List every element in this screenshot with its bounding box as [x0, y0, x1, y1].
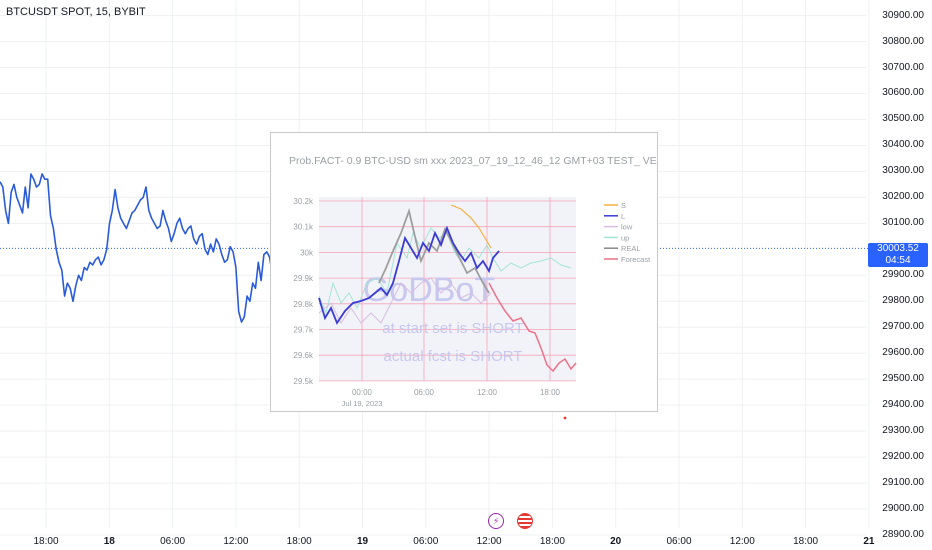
price-tick-label: 29800.00: [882, 295, 924, 307]
price-tick-label: 30700.00: [882, 61, 924, 73]
time-tick-label: 06:00: [666, 536, 692, 547]
inset-plot: 30.2k 30.1k 30k 29.9k 29.8k 29.7k 29.6k 29.5k 00…: [293, 197, 651, 408]
inset-legend-label: S: [621, 201, 626, 210]
inset-forecast-image: Prob.FACT- 0.9 BTC-USD sm xxx 2023_07_19…: [270, 132, 658, 412]
inset-series-low: [318, 277, 492, 324]
inset-y-tick: 29.7k: [293, 326, 314, 335]
price-tick-label: 29500.00: [882, 373, 924, 385]
price-tick-label: 30600.00: [882, 87, 924, 99]
price-tick-label: 30500.00: [882, 113, 924, 125]
price-tick-label: 30900.00: [882, 9, 924, 21]
inset-x-tick: 00:00: [352, 388, 373, 397]
price-tick-label: 30400.00: [882, 139, 924, 151]
inset-x-tick: 12:00: [477, 388, 498, 397]
time-tick-label: 18:00: [539, 536, 565, 547]
time-tick-label: 12:00: [729, 536, 755, 547]
price-tick-label: 29600.00: [882, 347, 924, 359]
price-tick-label: 30800.00: [882, 35, 924, 47]
inset-title: Prob.FACT- 0.9 BTC-USD sm xxx 2023_07_19…: [289, 155, 657, 167]
time-tick-label: 18:00: [33, 536, 59, 547]
inset-note-actual: actual fcst is SHORT: [384, 348, 523, 365]
inset-series-real: [378, 207, 490, 294]
inset-y-tick: 30.2k: [293, 197, 314, 206]
inset-y-tick: 30k: [300, 248, 314, 257]
inset-y-tick: 29.8k: [293, 300, 314, 309]
time-tick-label: 20: [610, 536, 622, 547]
inset-series-s: [450, 204, 492, 249]
price-tick-label: 30100.00: [882, 217, 924, 229]
time-tick-label: 12:00: [476, 536, 502, 547]
us-flag-icon[interactable]: [517, 513, 533, 529]
time-tick-label: 18: [103, 536, 115, 547]
inset-series-forecast: [488, 282, 577, 373]
inset-y-tick: 29.9k: [293, 274, 314, 283]
inset-x-tick: 18:00: [540, 388, 561, 397]
inset-legend-label: up: [621, 233, 629, 242]
event-dot: [563, 416, 567, 420]
inset-series-l: [318, 225, 500, 325]
time-tick-label: 18:00: [793, 536, 819, 547]
bar-countdown: 04:54: [885, 255, 911, 266]
time-tick-label: 19: [356, 536, 369, 547]
time-tick-label: 06:00: [160, 536, 186, 547]
time-tick-label: 06:00: [413, 536, 439, 547]
price-tick-label: 30200.00: [882, 191, 924, 203]
lightning-icon[interactable]: ⚡: [488, 513, 504, 529]
price-tick-label: 29900.00: [882, 269, 924, 281]
inset-legend-label: REAL: [621, 244, 641, 253]
price-tick-label: 29100.00: [882, 477, 924, 489]
inset-y-tick: 29.6k: [293, 351, 314, 360]
price-tick-label: 28900.00: [882, 529, 924, 540]
inset-note-start: at start set is SHORT: [382, 320, 523, 337]
inset-legend-label: L: [621, 212, 625, 221]
inset-x-date: Jul 19, 2023: [342, 399, 383, 408]
inset-x-tick: 06:00: [414, 388, 435, 397]
price-tick-label: 30300.00: [882, 165, 924, 177]
price-tick-label: 29700.00: [882, 321, 924, 333]
inset-legend-label: Forecast: [621, 255, 651, 264]
current-price-badge: 30003.52 04:54: [868, 243, 928, 267]
inset-legend-label: low: [621, 223, 633, 232]
price-tick-label: 29000.00: [882, 503, 924, 515]
time-tick-label: 21: [863, 536, 875, 547]
symbol-title[interactable]: BTCUSDT SPOT, 15, BYBIT: [6, 6, 146, 18]
time-tick-label: 18:00: [286, 536, 312, 547]
time-tick-label: 12:00: [223, 536, 249, 547]
price-tick-label: 29300.00: [882, 425, 924, 437]
price-tick-label: 29200.00: [882, 451, 924, 463]
price-tick-label: 29400.00: [882, 399, 924, 411]
inset-y-tick: 30.1k: [293, 223, 314, 232]
inset-y-tick: 29.5k: [293, 377, 314, 386]
current-price: 30003.52: [877, 243, 919, 254]
